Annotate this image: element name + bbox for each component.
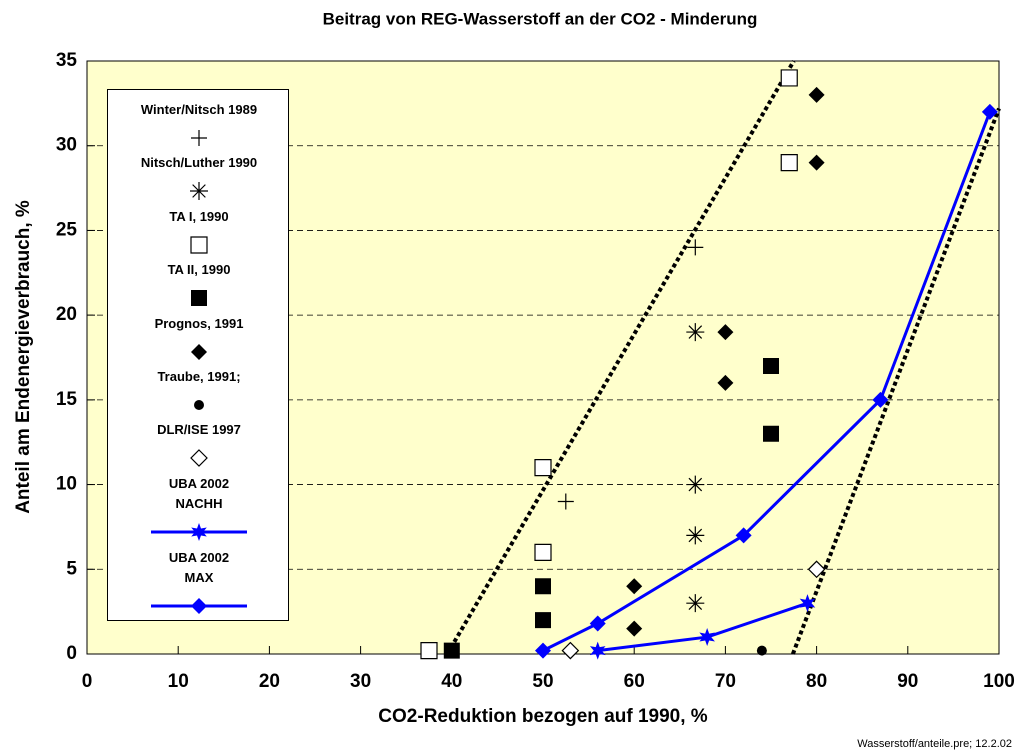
x-tick-label: 70: [715, 671, 736, 692]
data-point: [763, 357, 779, 374]
x-tick-label: 60: [624, 671, 645, 692]
data-point: [443, 642, 460, 659]
data-point: [686, 475, 705, 494]
legend-symbol: [191, 343, 207, 360]
data-point: [807, 560, 826, 579]
legend-symbol: [190, 449, 208, 468]
x-tick-label: 30: [350, 671, 371, 692]
data-point: [780, 154, 798, 172]
y-tick-label: 0: [66, 643, 77, 664]
legend-marker: [191, 130, 207, 146]
x-tick-label: 50: [532, 671, 553, 692]
data-point: [561, 641, 580, 660]
x-tick-label: 10: [168, 671, 189, 692]
y-tick-label: 35: [56, 50, 78, 71]
chart-title: Beitrag von REG-Wasserstoff an der CO2 -…: [323, 9, 758, 28]
legend-marker: [194, 400, 204, 410]
legend-marker: [190, 182, 208, 201]
legend-symbol: [194, 400, 204, 410]
legend-marker: [151, 522, 247, 541]
legend-marker: [190, 449, 208, 468]
data-point: [589, 641, 606, 660]
data-point: [686, 323, 705, 342]
data-point: [808, 154, 825, 171]
data-point: [735, 527, 752, 544]
legend-label: Nitsch/Luther 1990: [140, 155, 258, 171]
data-point: [626, 620, 643, 637]
legend-symbol: [191, 522, 207, 541]
legend-symbol: [191, 130, 207, 146]
y-tick-label: 30: [56, 135, 77, 156]
legend-label: UBA 2002 MAX: [168, 550, 230, 586]
legend-marker: [151, 598, 247, 615]
x-tick-label: 0: [82, 671, 93, 692]
y-tick-label: 25: [56, 219, 78, 240]
data-point: [535, 578, 551, 595]
x-tick-label: 40: [441, 671, 462, 692]
data-point: [557, 493, 574, 510]
footer: Wasserstoff/anteile.pre; 12.2.02: [857, 738, 1012, 750]
data-point: [981, 103, 998, 120]
legend-symbol: [190, 182, 208, 201]
x-tick-label: 80: [806, 671, 827, 692]
data-point: [626, 578, 643, 595]
legend-label: DLR/ISE 1997: [157, 422, 241, 438]
legend: Winter/Nitsch 1989 Nitsch/Luther 1990 TA I…: [107, 89, 289, 621]
x-axis-label: CO2-Reduktion bezogen auf 1990, %: [378, 706, 707, 727]
data-point: [420, 642, 438, 660]
legend-symbol: [191, 290, 207, 307]
legend-marker: [191, 343, 207, 360]
data-point: [717, 324, 734, 341]
trend-line: [445, 59, 796, 656]
data-point: [780, 69, 798, 87]
legend-label: Prognos, 1991: [154, 315, 244, 331]
data-point: [717, 374, 734, 391]
data-point: [589, 615, 606, 632]
y-axis-label: Anteil am Endenergieverbrauch, %: [13, 200, 34, 514]
data-point: [686, 526, 705, 545]
legend-marker: [191, 290, 207, 307]
legend-label: TA II, 1990: [167, 262, 231, 278]
data-point: [699, 628, 715, 647]
trend-line: [791, 107, 1001, 655]
data-point: [763, 425, 779, 442]
y-tick-label: 5: [66, 558, 77, 579]
legend-label: Winter/Nitsch 1989: [140, 102, 258, 117]
legend-marker: [190, 236, 208, 254]
legend-label: TA I, 1990: [169, 208, 229, 224]
legend-label: Traube, 1991;: [157, 369, 241, 384]
data-point: [534, 543, 552, 561]
data-point: [872, 391, 889, 408]
data-point: [799, 594, 816, 613]
legend-symbol: [190, 236, 208, 254]
data-point: [686, 594, 705, 613]
x-tick-label: 20: [259, 671, 280, 692]
x-tick-label: 90: [897, 671, 918, 692]
x-tick-label: 100: [983, 671, 1015, 692]
data-point: [534, 459, 552, 477]
y-tick-label: 15: [56, 389, 78, 410]
legend-label: UBA 2002 NACHH: [168, 475, 230, 511]
data-point: [756, 645, 767, 656]
data-point: [535, 642, 551, 659]
data-point: [687, 239, 704, 256]
y-tick-label: 10: [56, 474, 77, 495]
legend-symbol: [191, 598, 207, 615]
y-tick-label: 20: [56, 304, 77, 325]
data-point: [535, 612, 551, 629]
data-point: [808, 86, 825, 103]
